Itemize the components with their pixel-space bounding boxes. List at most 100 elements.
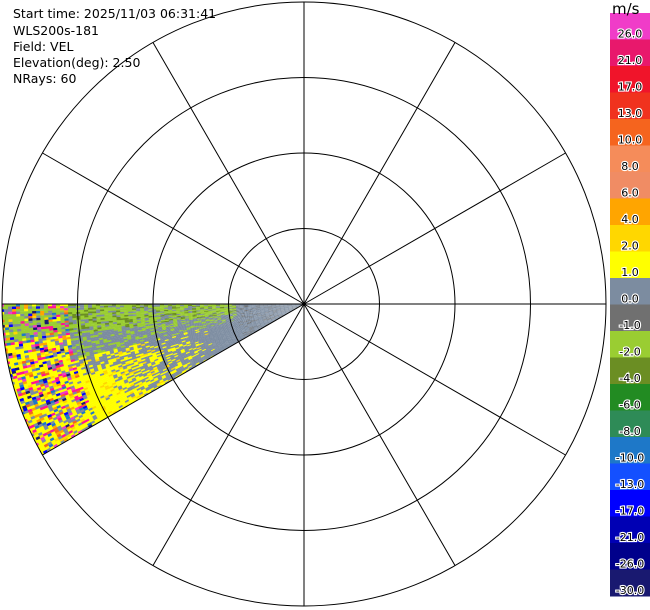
velocity-cell: [271, 307, 277, 309]
velocity-cell: [175, 334, 181, 338]
velocity-cell: [88, 400, 94, 404]
velocity-cell: [186, 331, 192, 334]
velocity-cell: [285, 310, 290, 312]
velocity-cell: [191, 344, 196, 348]
velocity-cell: [154, 361, 160, 365]
velocity-cell: [143, 353, 148, 356]
velocity-cell: [232, 312, 237, 315]
velocity-cell: [100, 386, 106, 391]
velocity-cell: [259, 308, 265, 310]
velocity-cell: [103, 312, 109, 315]
velocity-cell: [211, 304, 216, 306]
velocity-cell: [55, 305, 60, 309]
velocity-cell: [240, 336, 245, 340]
velocity-cell: [105, 327, 110, 331]
velocity-cell: [225, 321, 231, 323]
velocity-cell: [62, 435, 68, 441]
velocity-cell: [262, 318, 267, 320]
velocity-cell: [172, 315, 177, 317]
velocity-cell: [263, 320, 268, 323]
velocity-cell: [148, 315, 153, 318]
velocity-cell: [26, 342, 31, 346]
velocity-cell: [215, 328, 220, 331]
velocity-cell: [210, 327, 216, 330]
velocity-cell: [114, 398, 120, 403]
velocity-cell: [98, 391, 103, 396]
velocity-cell: [100, 321, 105, 324]
velocity-cell: [160, 382, 166, 387]
velocity-cell: [199, 353, 204, 356]
velocity-cell: [151, 350, 156, 354]
velocity-cell: [264, 310, 269, 312]
velocity-cell: [169, 342, 174, 345]
velocity-cell: [243, 308, 249, 310]
velocity-cell: [205, 322, 210, 324]
velocity-cell: [37, 444, 41, 449]
velocity-cell: [108, 323, 114, 327]
velocity-cell: [127, 312, 133, 315]
velocity-cell: [174, 365, 179, 369]
velocity-cell: [94, 382, 100, 387]
velocity-cell: [147, 364, 152, 368]
velocity-cell: [253, 328, 259, 331]
velocity-cell: [176, 369, 181, 373]
velocity-cell: [48, 325, 54, 329]
velocity-cell: [134, 375, 140, 379]
velocity-cell: [140, 368, 146, 372]
velocity-cell: [255, 306, 261, 308]
velocity-cell: [166, 367, 171, 371]
velocity-cell: [201, 338, 207, 342]
velocity-cell: [156, 315, 161, 317]
velocity-cell: [39, 349, 45, 353]
velocity-cell: [292, 307, 297, 310]
velocity-cell: [256, 312, 261, 314]
velocity-cell: [161, 374, 166, 379]
velocity-cell: [201, 337, 206, 341]
velocity-cell: [196, 334, 201, 337]
velocity-cell: [246, 321, 251, 324]
velocity-cell: [255, 307, 261, 309]
velocity-cell: [99, 309, 105, 312]
velocity-cell: [204, 354, 210, 358]
velocity-cell: [277, 313, 282, 316]
velocity-cell: [68, 404, 74, 409]
velocity-cell: [255, 307, 261, 308]
velocity-cell: [28, 399, 34, 404]
velocity-cell: [187, 308, 193, 311]
velocity-cell: [160, 319, 165, 322]
velocity-cell: [198, 326, 203, 329]
velocity-cell: [166, 359, 172, 362]
velocity-cell: [252, 324, 257, 327]
velocity-cell: [96, 414, 102, 419]
velocity-cell: [104, 405, 110, 410]
velocity-cell: [251, 331, 256, 334]
velocity-cell: [56, 406, 62, 411]
velocity-cell: [46, 441, 53, 446]
velocity-cell: [75, 389, 81, 394]
colorbar-band: [610, 66, 650, 93]
velocity-cell: [252, 311, 257, 314]
velocity-cell: [186, 328, 191, 331]
velocity-cell: [280, 308, 285, 310]
velocity-cell: [260, 313, 266, 315]
velocity-cell: [281, 311, 286, 314]
velocity-cell: [35, 394, 41, 399]
velocity-cell: [296, 305, 301, 308]
velocity-cell: [179, 306, 184, 308]
velocity-cell: [32, 431, 38, 436]
velocity-cell: [183, 307, 189, 310]
velocity-cell: [128, 398, 134, 403]
velocity-cell: [194, 352, 200, 356]
velocity-cell: [70, 398, 76, 403]
velocity-cell: [33, 358, 38, 362]
velocity-cell: [65, 425, 71, 430]
velocity-cell: [275, 305, 280, 306]
colorbar-band: [610, 304, 650, 332]
velocity-cell: [143, 312, 149, 314]
velocity-cell: [264, 313, 270, 315]
velocity-cell: [45, 439, 51, 444]
velocity-cell: [203, 330, 208, 333]
velocity-cell: [262, 317, 267, 320]
velocity-cell: [167, 369, 173, 374]
velocity-cell: [31, 308, 37, 312]
